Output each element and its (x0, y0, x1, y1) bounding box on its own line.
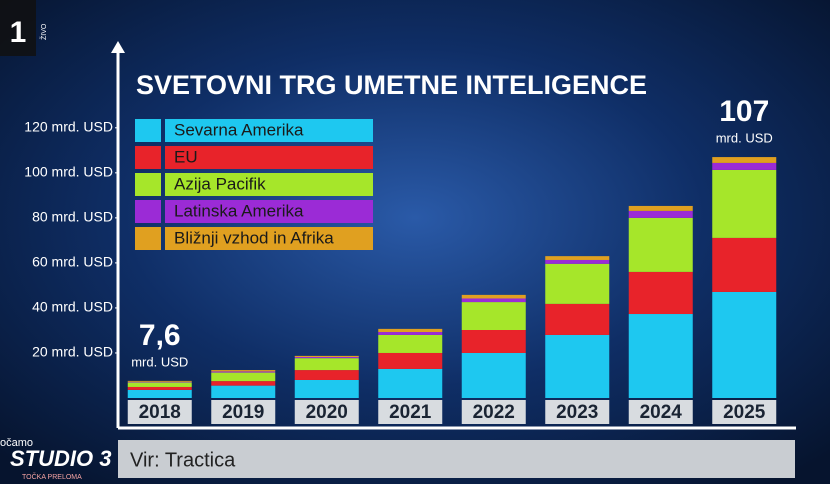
legend-label: Azija Pacifik (174, 174, 266, 193)
x-tick-label: 2025 (723, 402, 766, 423)
y-axis-arrow (111, 41, 125, 53)
bar-segment (628, 314, 693, 398)
chart-title: SVETOVNI TRG UMETNE INTELIGENCE (136, 70, 647, 100)
bar-segment (712, 291, 777, 398)
annotation-value: 107 (719, 95, 769, 128)
bar-segment (712, 157, 777, 163)
x-tick-box (461, 400, 526, 424)
legend-box (165, 173, 373, 196)
show-subtitle: TOČKA PRELOMA (22, 472, 82, 481)
x-tick-box (712, 400, 777, 424)
source-bar (118, 440, 795, 478)
bar-segment (461, 294, 526, 299)
x-tick-label: 2023 (556, 402, 598, 423)
bar-segment (294, 357, 359, 359)
bar-segment (628, 210, 693, 218)
bar-segment (127, 386, 192, 390)
x-tick-label: 2022 (473, 402, 515, 423)
legend-swatch (135, 200, 161, 223)
bar-segment (628, 205, 693, 211)
bar-segment (211, 370, 276, 372)
channel-box (0, 0, 36, 56)
bar-segment (628, 271, 693, 315)
x-tick-box (294, 400, 359, 424)
bar-segment (211, 381, 276, 386)
bar-segment (712, 162, 777, 170)
annotation-unit: mrd. USD (131, 354, 188, 369)
annotation-value: 7,6 (139, 319, 181, 352)
bar-segment (127, 389, 192, 398)
legend-swatch (135, 119, 161, 142)
legend-label: Bližnji vzhod in Afrika (174, 228, 334, 247)
y-tick-label: 60 mrd. USD (32, 254, 113, 270)
legend-label: Sevarna Amerika (174, 120, 304, 139)
legend-label: Latinska Amerika (174, 201, 304, 220)
legend-label: EU (174, 147, 198, 166)
x-tick-box (127, 400, 192, 424)
x-tick-box (628, 400, 693, 424)
legend-box (165, 146, 373, 169)
bar-segment (378, 332, 443, 335)
x-tick-label: 2020 (306, 402, 348, 423)
show-logo: STUDIO 3 (10, 446, 111, 471)
bar-segment (127, 380, 192, 382)
annotation-unit: mrd. USD (716, 131, 773, 146)
legend-box (165, 119, 373, 142)
bar-segment (378, 334, 443, 353)
bar-segment (461, 302, 526, 331)
legend-box (165, 200, 373, 223)
source: Vir: Tractica (130, 449, 236, 471)
bar-segment (294, 370, 359, 380)
legend-swatch (135, 227, 161, 250)
bar-segment (211, 371, 276, 373)
x-tick-box (378, 400, 443, 424)
bar-segment (545, 259, 610, 264)
bar-segment (461, 330, 526, 353)
bar-segment (294, 379, 359, 398)
y-tick-label: 80 mrd. USD (32, 209, 113, 225)
y-tick-label: 120 mrd. USD (24, 119, 113, 135)
bar-segment (545, 334, 610, 398)
x-tick-label: 2024 (640, 402, 683, 423)
bar-segment (545, 263, 610, 304)
bar-segment (294, 355, 359, 358)
bar-segment (378, 328, 443, 333)
bar-segment (211, 372, 276, 382)
x-tick-label: 2019 (222, 402, 264, 423)
bar-segment (461, 298, 526, 303)
x-tick-label: 2021 (389, 402, 432, 423)
live-label: ŽIVO (39, 23, 48, 40)
bar-segment (127, 382, 192, 387)
x-tick-box (545, 400, 610, 424)
bar-segment (378, 368, 443, 398)
y-tick-label: 40 mrd. USD (32, 299, 113, 315)
bar-segment (628, 217, 693, 272)
y-tick-label: 100 mrd. USD (24, 164, 113, 180)
x-tick-box (211, 400, 276, 424)
legend-swatch (135, 146, 161, 169)
bar-segment (712, 169, 777, 238)
y-tick-label: 20 mrd. USD (32, 344, 113, 360)
x-tick-label: 2018 (139, 402, 181, 423)
bar-segment (545, 303, 610, 335)
bar-segment (378, 352, 443, 369)
bar-segment (461, 352, 526, 398)
channel-logo: 1 (10, 16, 27, 49)
legend-box (165, 227, 373, 250)
bar-segment (545, 256, 610, 260)
bar-segment (127, 381, 192, 383)
bar-segment (712, 237, 777, 292)
ticker: očamo (0, 437, 33, 449)
bar-segment (294, 358, 359, 371)
legend-swatch (135, 173, 161, 196)
bar-segment (211, 385, 276, 398)
